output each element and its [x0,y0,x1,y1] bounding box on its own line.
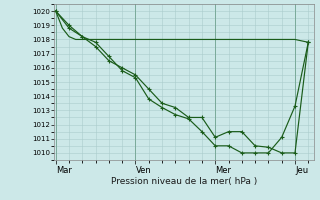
X-axis label: Pression niveau de la mer( hPa ): Pression niveau de la mer( hPa ) [111,177,257,186]
